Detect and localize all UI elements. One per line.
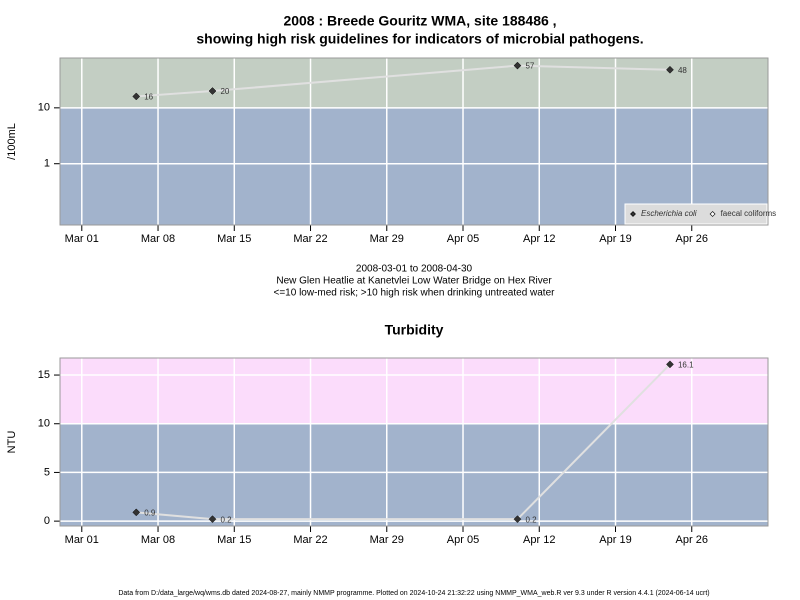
legend-marker xyxy=(630,211,636,217)
x-tick-label: Apr 05 xyxy=(447,233,479,245)
y-tick-label: 15 xyxy=(38,369,50,381)
chart-title: Turbidity xyxy=(385,322,444,338)
x-tick-label: Mar 29 xyxy=(370,534,404,546)
y-axis-label: /100mL xyxy=(6,123,18,160)
subtitle: 2008-03-01 to 2008-04-30 xyxy=(356,264,473,275)
x-tick-label: Mar 15 xyxy=(217,233,251,245)
x-tick-label: Mar 15 xyxy=(217,534,251,546)
x-tick-label: Mar 08 xyxy=(141,233,175,245)
x-tick-label: Apr 12 xyxy=(523,534,555,546)
series-line xyxy=(136,64,670,98)
data-label: 16 xyxy=(144,93,153,102)
legend-label: Escherichia coli xyxy=(641,209,697,218)
band-above xyxy=(60,358,768,424)
x-tick-label: Mar 29 xyxy=(370,233,404,245)
data-label: 57 xyxy=(525,62,534,71)
x-tick-label: Apr 26 xyxy=(676,534,708,546)
band-above xyxy=(60,58,768,108)
data-point xyxy=(666,360,674,369)
x-tick-label: Mar 08 xyxy=(141,534,175,546)
data-label: 0.9 xyxy=(144,508,156,517)
x-tick-label: Apr 12 xyxy=(523,233,555,245)
x-tick-label: Mar 01 xyxy=(65,233,99,245)
legend-label: faecal coliforms xyxy=(721,209,777,218)
x-tick-label: Mar 22 xyxy=(293,534,327,546)
data-label: 20 xyxy=(220,87,229,96)
data-label: 0.2 xyxy=(220,515,232,524)
legend-marker xyxy=(709,211,716,217)
data-point xyxy=(132,92,141,101)
plot-frame xyxy=(59,57,769,226)
y-tick-label: 1 xyxy=(44,158,50,170)
y-tick-label: 0 xyxy=(44,515,50,527)
y-axis-label: NTU xyxy=(6,431,18,454)
footer: Data from D:/data_large/wq/wms.db dated … xyxy=(118,590,709,597)
legend-box xyxy=(624,203,768,225)
data-label: 0.2 xyxy=(525,515,537,524)
data-point xyxy=(513,61,522,70)
chart-title: showing high risk guidelines for indicat… xyxy=(196,31,643,47)
data-point xyxy=(666,65,674,74)
subtitle: New Glen Heatlie at Kanetvlei Low Water … xyxy=(276,276,552,287)
x-tick-label: Apr 19 xyxy=(599,233,631,245)
plot-frame xyxy=(59,357,769,527)
x-tick-label: Apr 19 xyxy=(599,534,631,546)
x-tick-label: Mar 01 xyxy=(65,534,99,546)
series-line xyxy=(136,363,671,521)
data-point xyxy=(513,515,522,524)
data-point xyxy=(208,515,217,524)
chart-title: 2008 : Breede Gouritz WMA, site 188486 , xyxy=(283,13,556,29)
y-tick-label: 10 xyxy=(38,418,50,430)
band-below xyxy=(60,423,768,526)
x-tick-label: Apr 26 xyxy=(676,233,708,245)
y-tick-label: 5 xyxy=(44,466,50,478)
data-label: 48 xyxy=(678,66,687,75)
data-point xyxy=(208,87,217,95)
x-tick-label: Mar 22 xyxy=(293,233,327,245)
subtitle: <=10 low-med risk; >10 high risk when dr… xyxy=(274,288,556,299)
data-point xyxy=(132,508,141,517)
data-label: 16.1 xyxy=(678,360,694,369)
y-tick-label: 10 xyxy=(38,102,50,114)
x-tick-label: Apr 05 xyxy=(447,534,479,546)
